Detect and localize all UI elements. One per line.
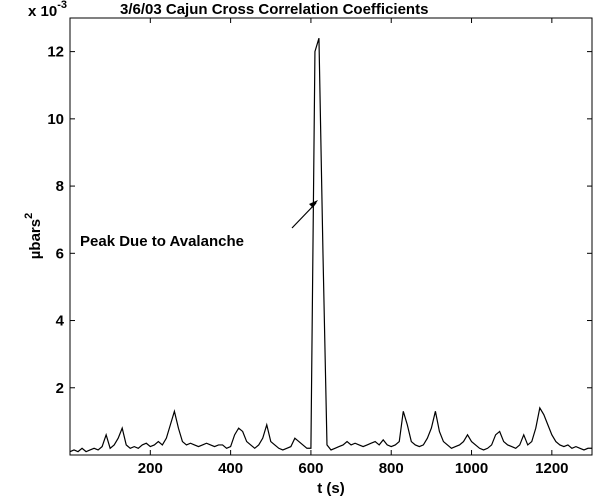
multiplier-sup: -3 xyxy=(57,0,67,11)
x-tick-label: 800 xyxy=(379,460,404,477)
y-tick-label: 8 xyxy=(56,178,64,195)
data-line xyxy=(69,37,592,453)
x-tick-label: 1200 xyxy=(535,460,568,477)
y-axis-label-base: µbars xyxy=(27,219,44,259)
x-tick-label: 200 xyxy=(138,460,163,477)
annotation: Peak Due to Avalanche xyxy=(80,233,244,250)
multiplier-base: x 10 xyxy=(28,3,57,20)
x-tick-label: 600 xyxy=(298,460,323,477)
chart-title: 3/6/03 Cajun Cross Correlation Coefficie… xyxy=(120,1,428,18)
annotation-arrow xyxy=(291,202,317,229)
y-tick-label: 4 xyxy=(56,313,65,330)
y-tick-label: 2 xyxy=(56,380,64,397)
x-tick-label: 400 xyxy=(218,460,243,477)
x-tick-label: 1000 xyxy=(455,460,488,477)
multiplier: x 10-3 xyxy=(28,0,67,20)
y-tick-label: 10 xyxy=(47,111,64,128)
y-tick-label: 12 xyxy=(47,44,64,61)
x-axis-label: t (s) xyxy=(317,480,345,497)
y-axis-label-sup: 2 xyxy=(23,213,35,219)
y-tick-label: 6 xyxy=(56,245,64,262)
plot-area xyxy=(69,17,593,456)
y-axis-label: µbars2 xyxy=(23,213,44,259)
